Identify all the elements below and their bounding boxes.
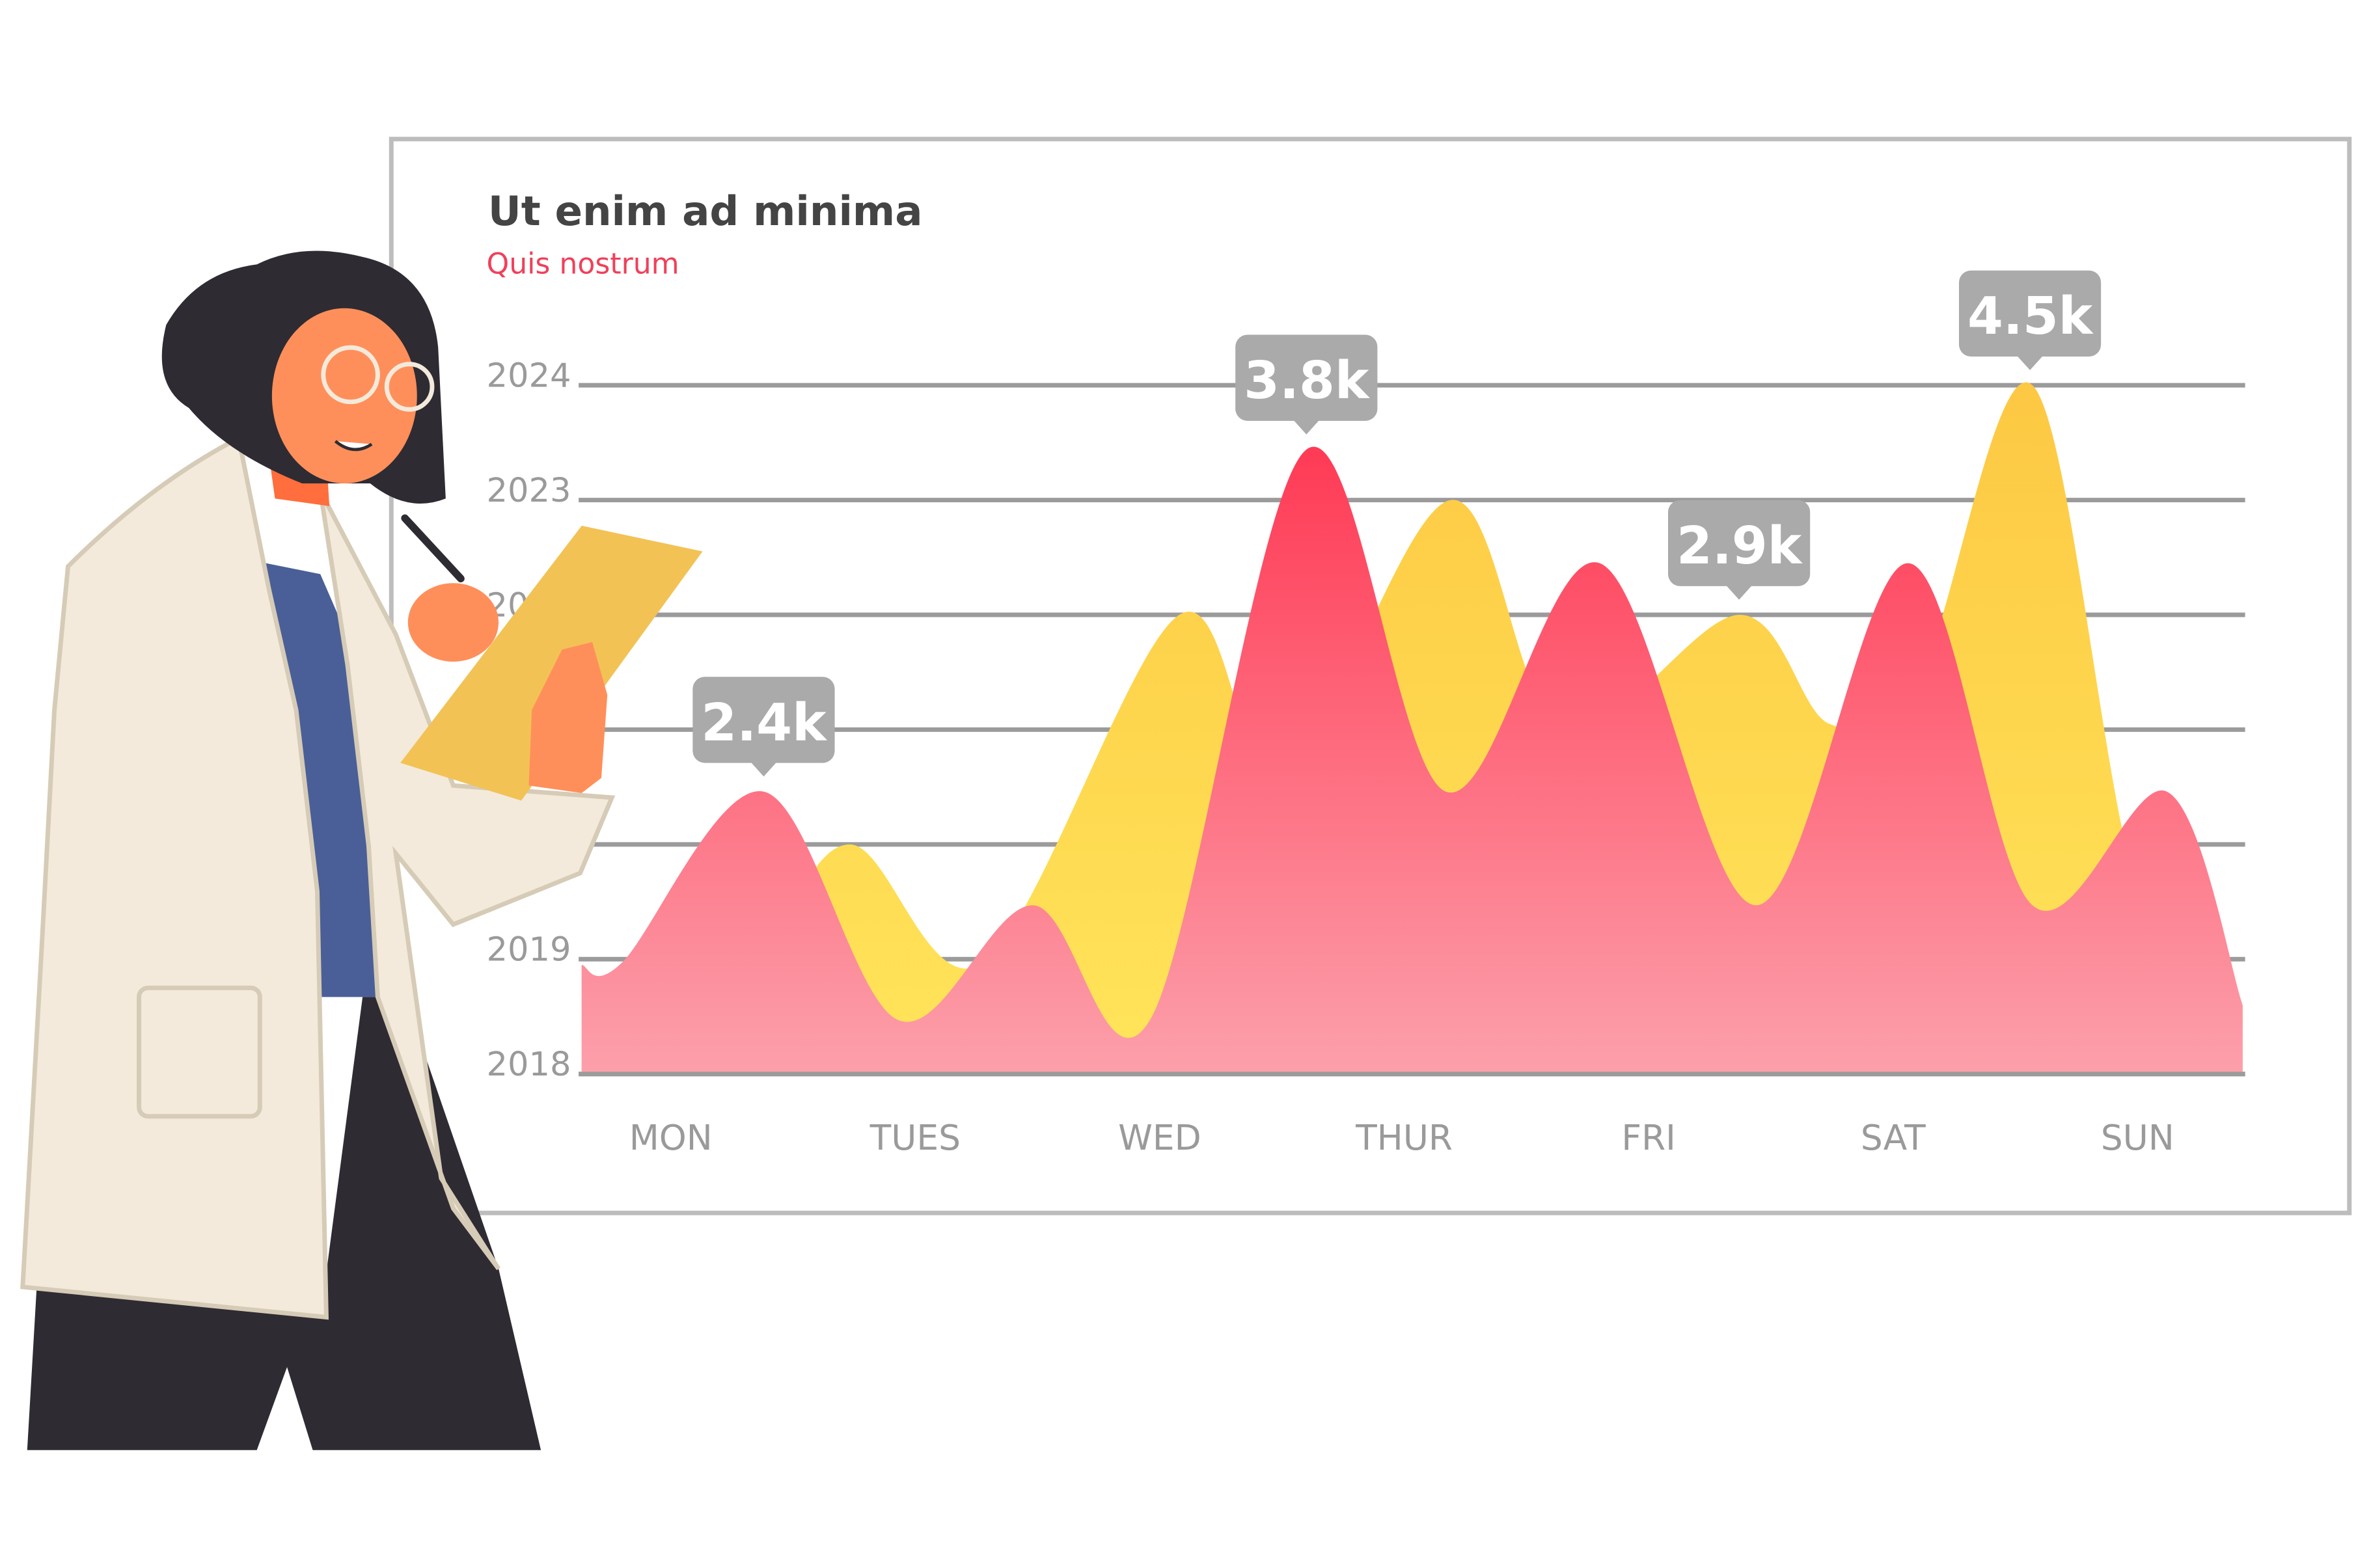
- y-tick-label: 2018: [487, 1046, 571, 1084]
- holding-hand: [528, 642, 608, 793]
- area-pink: [581, 446, 2243, 1074]
- glasses-left-lens: [321, 345, 380, 405]
- tooltip: 2.4k: [692, 677, 835, 777]
- coat-pocket: [137, 985, 262, 1119]
- y-tick-label: 2019: [487, 931, 571, 969]
- x-tick-label: TUES: [870, 1117, 961, 1158]
- tooltip: 2.9k: [1668, 500, 1811, 600]
- tooltip-box: [1668, 500, 1811, 586]
- x-axis-ticks: MON TUES WED THUR FRI SAT SUN: [629, 1117, 2174, 1158]
- tooltip-box: [692, 677, 835, 763]
- y-axis-ticks: 20242023202220192018: [487, 357, 571, 1084]
- x-tick-label: SAT: [1861, 1117, 1926, 1158]
- tooltip-pointer: [2016, 355, 2044, 370]
- x-tick-label: SUN: [2101, 1117, 2174, 1158]
- tooltip-value: 2.4k: [701, 693, 827, 753]
- x-tick-label: FRI: [1621, 1117, 1676, 1158]
- tooltip-value: 4.5k: [1967, 286, 2094, 346]
- value-tooltips: 2.4k 3.8k 2.9k 4.5k: [692, 270, 2102, 777]
- tooltip: 4.5k: [1958, 270, 2102, 370]
- pants: [27, 997, 541, 1450]
- clipboard: [400, 526, 703, 801]
- y-tick-label: 2024: [487, 357, 571, 395]
- x-tick-label: MON: [629, 1117, 713, 1158]
- writing-hand: [407, 583, 499, 662]
- pen: [401, 514, 465, 583]
- tooltip: 3.8k: [1235, 334, 1378, 435]
- chart-subtitle: Quis nostrum: [487, 247, 679, 280]
- area-series: [579, 382, 2245, 1077]
- tooltip-pointer: [1725, 584, 1753, 600]
- face: [271, 308, 417, 484]
- x-tick-label: THUR: [1355, 1117, 1453, 1158]
- tooltip-pointer: [750, 761, 778, 777]
- tooltip-box: [1958, 270, 2102, 357]
- coat-left: [20, 435, 329, 1320]
- y-tick-label: 2023: [487, 472, 571, 510]
- tooltip-value: 2.9k: [1677, 516, 1803, 576]
- tooltip-pointer: [1293, 419, 1321, 435]
- glasses-right-lens: [384, 362, 435, 412]
- tooltip-value: 3.8k: [1244, 351, 1370, 411]
- smile: [334, 440, 373, 452]
- tooltip-box: [1235, 334, 1378, 421]
- person-illustration: [20, 250, 703, 1450]
- x-tick-label: WED: [1118, 1117, 1201, 1158]
- chart-title: Ut enim ad minima: [488, 187, 923, 235]
